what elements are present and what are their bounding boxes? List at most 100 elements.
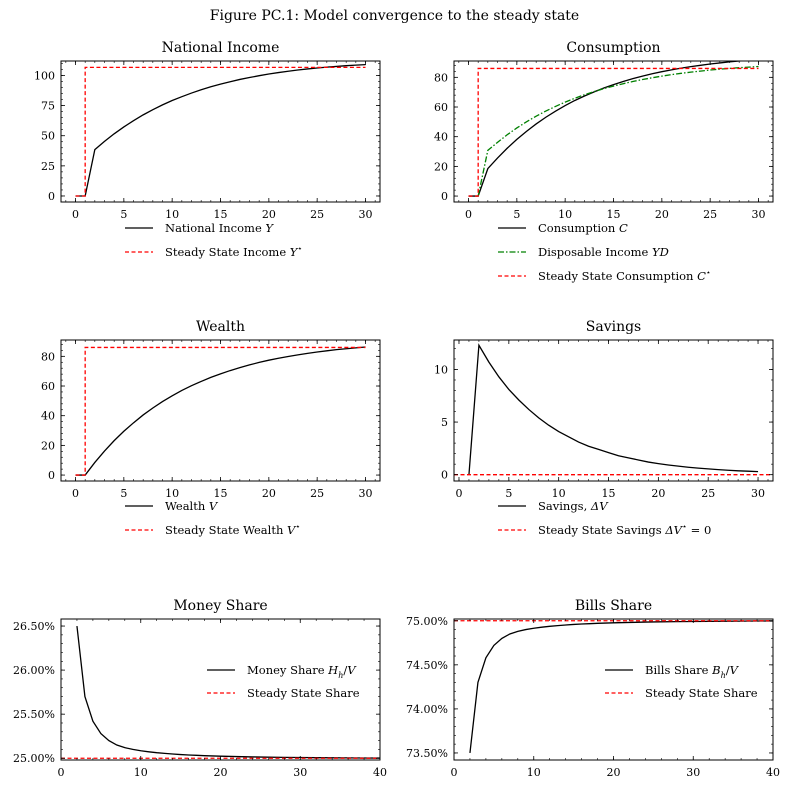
legend-label: Savings, ΔV <box>538 499 609 513</box>
y-tick-label: 20 <box>41 439 55 452</box>
x-tick-label: 20 <box>655 208 669 221</box>
y-tick-label: 20 <box>434 160 448 173</box>
x-tick-label: 20 <box>214 766 228 779</box>
x-tick-label: 0 <box>451 766 458 779</box>
y-tick-label: 75 <box>41 100 55 113</box>
x-tick-label: 10 <box>558 208 572 221</box>
y-tick-label: 0 <box>441 190 448 203</box>
axes-frame <box>60 60 381 203</box>
series-line <box>75 63 366 197</box>
series-line <box>468 61 748 197</box>
legend-label: Disposable Income YD <box>538 245 669 259</box>
x-tick-label: 10 <box>134 766 148 779</box>
y-tick-label: 74.00% <box>406 703 448 716</box>
x-tick-label: 30 <box>752 208 766 221</box>
chart-title: Money Share <box>173 598 267 614</box>
legend: Savings, ΔV Steady State Savings ΔV⋆ = 0 <box>498 499 711 537</box>
x-tick-label: 10 <box>165 208 179 221</box>
y-tick-label: 25 <box>41 160 55 173</box>
x-tick-label: 0 <box>455 487 462 500</box>
x-tick-label: 5 <box>505 487 512 500</box>
legend-label: Steady State Wealth V⋆ <box>165 522 300 538</box>
x-tick-label: 25 <box>701 487 715 500</box>
legend-label: Steady State Share <box>247 686 360 700</box>
y-tick-label: 40 <box>434 131 448 144</box>
x-tick-label: 20 <box>607 766 621 779</box>
y-tick-label: 60 <box>434 101 448 114</box>
legend-label: Money Share Hh/V <box>247 663 357 680</box>
chart-title: Consumption <box>566 40 660 56</box>
x-tick-label: 25 <box>310 208 324 221</box>
y-tick-label: 5 <box>441 416 448 429</box>
chart-panel: Consumption 0 5 10 15 20 25 30 0 20 40 60 80 Consumpt… <box>434 40 774 283</box>
chart-panel: Bills Share 0 10 20 30 40 73.50% 74.00% 74.50% 75… <box>406 598 780 779</box>
x-tick-label: 0 <box>58 766 65 779</box>
y-tick-label: 80 <box>434 71 448 84</box>
axes-frame <box>453 60 774 203</box>
y-tick-label: 25.50% <box>13 708 55 721</box>
x-tick-label: 15 <box>214 208 228 221</box>
series-group <box>75 63 366 197</box>
y-tick-label: 73.50% <box>406 747 448 760</box>
y-tick-label: 26.00% <box>13 664 55 677</box>
legend-label: Steady State Share <box>645 686 758 700</box>
series-line <box>75 346 366 476</box>
legend-label: Steady State Consumption C⋆ <box>538 268 711 284</box>
y-tick-label: 0 <box>441 469 448 482</box>
series-group <box>454 343 773 476</box>
x-tick-label: 0 <box>465 208 472 221</box>
y-tick-label: 60 <box>41 380 55 393</box>
x-tick-label: 5 <box>120 208 127 221</box>
series-line <box>468 343 759 475</box>
series-line <box>75 66 366 197</box>
series-group <box>75 346 366 476</box>
series-line <box>469 620 773 754</box>
x-tick-label: 5 <box>120 487 127 500</box>
x-tick-label: 15 <box>607 208 621 221</box>
y-tick-label: 50 <box>41 130 55 143</box>
x-tick-label: 30 <box>359 487 373 500</box>
y-tick-label: 100 <box>34 69 55 82</box>
chart-title: Wealth <box>196 319 245 335</box>
x-tick-label: 30 <box>293 766 307 779</box>
chart-title: Bills Share <box>575 598 652 614</box>
legend-label: Steady State Savings ΔV⋆ = 0 <box>538 522 711 538</box>
x-tick-label: 0 <box>72 487 79 500</box>
legend-label: Wealth V <box>165 499 219 513</box>
figure-title: Figure PC.1: Model convergence to the st… <box>209 8 580 24</box>
legend-label: National Income Y <box>165 221 274 235</box>
y-tick-label: 80 <box>41 350 55 363</box>
legend-label: Consumption C <box>538 221 628 235</box>
x-tick-label: 15 <box>602 487 616 500</box>
x-tick-label: 20 <box>651 487 665 500</box>
y-tick-label: 25.00% <box>13 752 55 765</box>
x-tick-label: 10 <box>552 487 566 500</box>
x-tick-label: 40 <box>373 766 387 779</box>
x-tick-label: 20 <box>262 208 276 221</box>
x-tick-label: 25 <box>310 487 324 500</box>
y-tick-label: 0 <box>48 469 55 482</box>
series-line <box>468 67 759 197</box>
x-tick-label: 30 <box>359 208 373 221</box>
y-tick-label: 26.50% <box>13 620 55 633</box>
legend: National Income Y Steady State Income Y⋆ <box>125 221 302 259</box>
series-line <box>75 346 366 476</box>
x-tick-label: 15 <box>214 487 228 500</box>
series-line <box>477 65 759 197</box>
y-tick-label: 0 <box>48 190 55 203</box>
legend: Wealth V Steady State Wealth V⋆ <box>125 499 300 537</box>
legend: Money Share Hh/V Steady State Share <box>207 663 360 700</box>
chart-panel: National Income 0 5 10 15 20 25 30 0 25 50 75 100 Nat… <box>34 40 381 259</box>
x-tick-label: 10 <box>165 487 179 500</box>
x-tick-label: 10 <box>527 766 541 779</box>
chart-panel: Wealth 0 5 10 15 20 25 30 0 20 40 60 80 Wealth V Stead… <box>41 319 381 537</box>
legend-label: Bills Share Bh/V <box>645 663 740 680</box>
x-tick-label: 30 <box>751 487 765 500</box>
legend-label: Steady State Income Y⋆ <box>165 244 302 260</box>
legend: Consumption C Disposable Income YD Steady … <box>498 221 711 283</box>
x-tick-label: 20 <box>262 487 276 500</box>
x-tick-label: 40 <box>766 766 780 779</box>
